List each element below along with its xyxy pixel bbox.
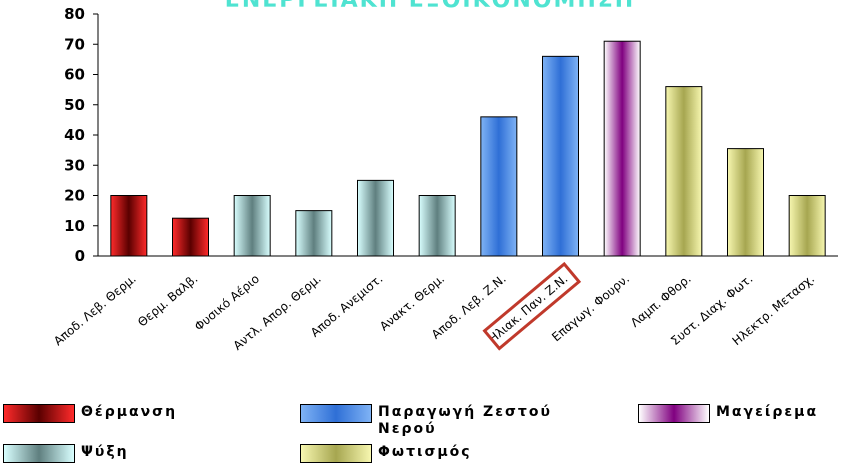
y-tick-label: 70 [64, 35, 85, 53]
bar [418, 195, 456, 257]
y-tick-label: 80 [64, 5, 85, 23]
bar [603, 40, 641, 257]
bar [233, 195, 271, 257]
chart-title: ΕΝΕΡΓΕΙΑΚΗ ΕΞΟΙΚΟΝΟΜΗΣΗ [225, 0, 635, 13]
x-tick-label: Αποδ. Λεβ. Θερμ. [51, 272, 139, 349]
y-tick-label: 50 [64, 96, 85, 114]
highlight-box [482, 261, 582, 351]
bar [172, 217, 209, 257]
bars [110, 40, 826, 257]
bar [295, 210, 333, 257]
bar [357, 179, 394, 257]
y-tick-label: 20 [64, 187, 85, 205]
bar [110, 195, 148, 257]
x-tick-label: Λαμπ. Φθορ. [628, 272, 694, 330]
y-tick-label: 0 [75, 247, 85, 265]
y-tick-label: 40 [64, 126, 85, 144]
bar [788, 195, 826, 257]
bar [542, 55, 579, 257]
bar [665, 86, 703, 257]
y-tick-label: 10 [64, 217, 85, 235]
y-tick-label: 30 [64, 156, 85, 174]
y-axis: 0 10 20 30 40 50 60 70 80 [64, 5, 838, 265]
bar [480, 116, 518, 257]
x-axis-labels: Αποδ. Λεβ. Θερμ.Θερμ. Βαλβ.Φυσικό ΑέριοΑ… [51, 261, 817, 353]
x-tick-label: Θερμ. Βαλβ. [135, 272, 200, 330]
bar [727, 148, 764, 257]
y-tick-label: 60 [64, 66, 85, 84]
